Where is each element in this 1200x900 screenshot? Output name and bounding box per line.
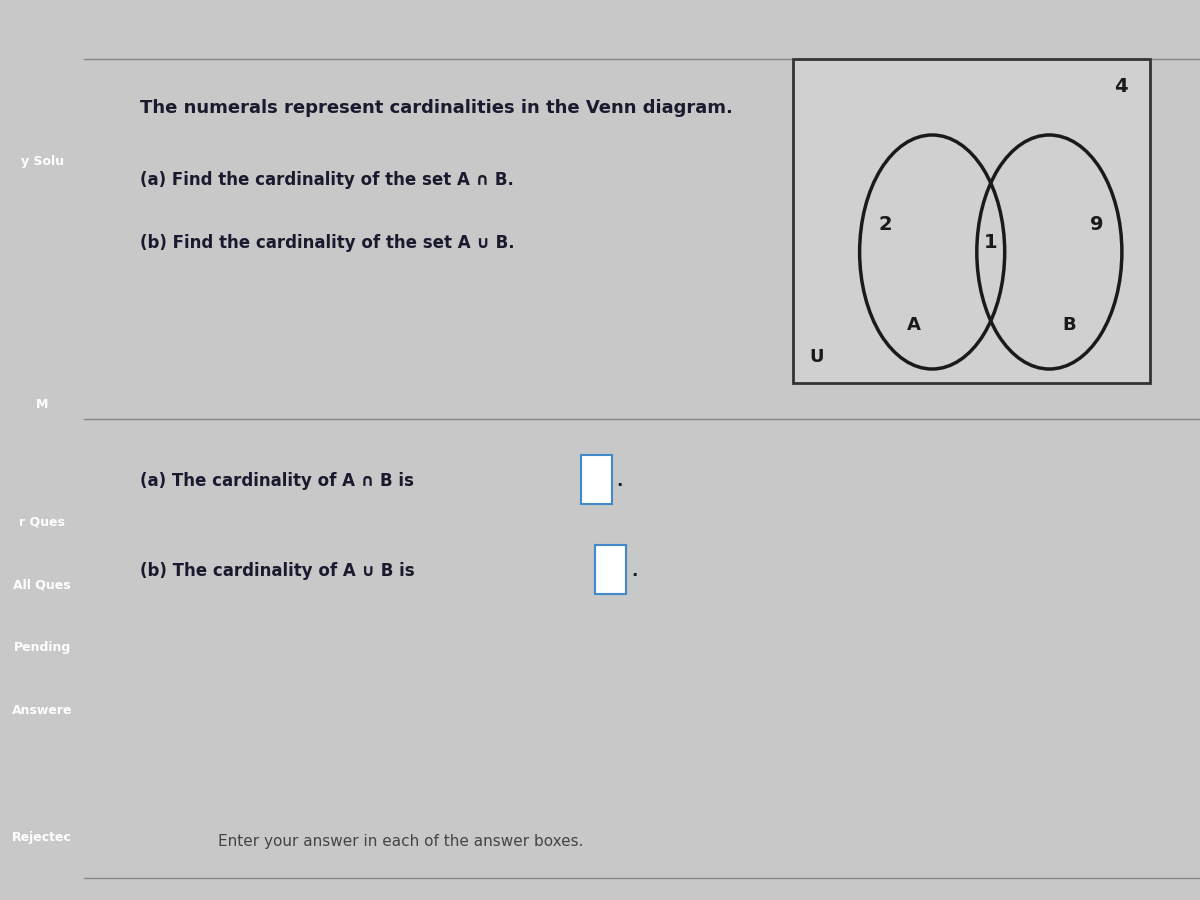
Text: B: B xyxy=(1063,316,1076,334)
Text: .: . xyxy=(617,472,623,490)
Text: Pending: Pending xyxy=(13,642,71,654)
Text: 4: 4 xyxy=(1114,76,1128,95)
Text: Rejectec: Rejectec xyxy=(12,831,72,843)
Text: 9: 9 xyxy=(1090,215,1103,235)
Text: (a) The cardinality of A ∩ B is: (a) The cardinality of A ∩ B is xyxy=(140,472,414,490)
Text: Enter your answer in each of the answer boxes.: Enter your answer in each of the answer … xyxy=(218,834,583,849)
Text: M: M xyxy=(36,399,48,411)
Text: r Ques: r Ques xyxy=(19,516,65,528)
Text: y Solu: y Solu xyxy=(20,156,64,168)
Bar xyxy=(581,454,612,504)
Text: (b) The cardinality of A ∪ B is: (b) The cardinality of A ∪ B is xyxy=(140,562,414,580)
Text: A: A xyxy=(907,316,920,334)
Text: 1: 1 xyxy=(984,233,997,253)
Text: The numerals represent cardinalities in the Venn diagram.: The numerals represent cardinalities in … xyxy=(140,99,733,117)
Bar xyxy=(595,544,626,594)
Text: 2: 2 xyxy=(878,215,892,235)
Text: (b) Find the cardinality of the set A ∪ B.: (b) Find the cardinality of the set A ∪ … xyxy=(140,234,515,252)
FancyBboxPatch shape xyxy=(793,58,1150,382)
Text: U: U xyxy=(809,348,824,366)
Text: .: . xyxy=(631,562,637,580)
Text: All Ques: All Ques xyxy=(13,579,71,591)
Text: Answere: Answere xyxy=(12,705,72,717)
Text: (a) Find the cardinality of the set A ∩ B.: (a) Find the cardinality of the set A ∩ … xyxy=(140,171,514,189)
